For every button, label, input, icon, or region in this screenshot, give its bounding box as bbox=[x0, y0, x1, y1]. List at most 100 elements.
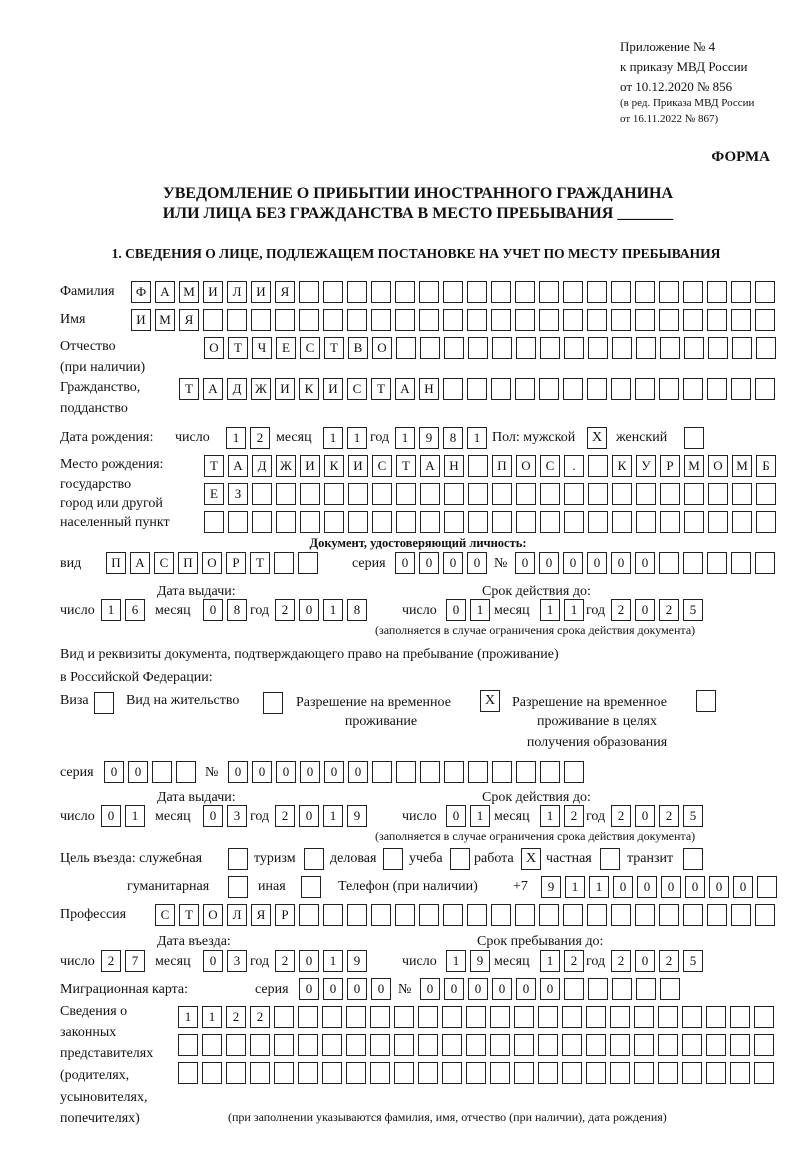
char-box[interactable] bbox=[611, 378, 631, 400]
char-box[interactable]: 0 bbox=[516, 978, 536, 1000]
char-box[interactable] bbox=[636, 978, 656, 1000]
char-box[interactable] bbox=[347, 904, 367, 926]
char-box[interactable] bbox=[659, 378, 679, 400]
char-box[interactable]: 0 bbox=[323, 978, 343, 1000]
char-box[interactable] bbox=[515, 309, 535, 331]
char-box[interactable] bbox=[514, 1006, 534, 1028]
char-box[interactable]: 0 bbox=[348, 761, 368, 783]
char-box[interactable]: 1 bbox=[347, 427, 367, 449]
char-box[interactable] bbox=[298, 552, 318, 574]
char-box[interactable]: О bbox=[203, 904, 223, 926]
char-box[interactable]: С bbox=[154, 552, 174, 574]
char-box[interactable] bbox=[347, 281, 367, 303]
char-box[interactable]: 1 bbox=[323, 427, 343, 449]
char-box[interactable]: 0 bbox=[444, 978, 464, 1000]
char-box[interactable] bbox=[324, 511, 344, 533]
char-box[interactable]: 9 bbox=[347, 805, 367, 827]
char-box[interactable] bbox=[276, 483, 296, 505]
char-box[interactable] bbox=[490, 1034, 510, 1056]
char-box[interactable]: 2 bbox=[250, 1006, 270, 1028]
char-box[interactable] bbox=[658, 1006, 678, 1028]
char-box[interactable] bbox=[754, 1062, 774, 1084]
char-box[interactable]: 0 bbox=[446, 805, 466, 827]
char-box[interactable] bbox=[588, 337, 608, 359]
char-box[interactable]: М bbox=[732, 455, 752, 477]
char-box[interactable] bbox=[634, 1034, 654, 1056]
char-box[interactable] bbox=[660, 483, 680, 505]
char-box[interactable] bbox=[346, 1062, 366, 1084]
char-box[interactable] bbox=[443, 309, 463, 331]
char-box[interactable] bbox=[372, 761, 392, 783]
char-box[interactable] bbox=[252, 483, 272, 505]
char-box[interactable]: 0 bbox=[276, 761, 296, 783]
char-box[interactable]: С bbox=[540, 455, 560, 477]
char-box[interactable] bbox=[176, 761, 196, 783]
char-box[interactable]: О bbox=[204, 337, 224, 359]
char-box[interactable] bbox=[202, 1034, 222, 1056]
char-box[interactable]: 0 bbox=[685, 876, 705, 898]
char-box[interactable] bbox=[682, 1034, 702, 1056]
purpose-private-checkbox[interactable] bbox=[600, 848, 620, 870]
char-box[interactable]: 0 bbox=[661, 876, 681, 898]
char-box[interactable] bbox=[564, 978, 584, 1000]
char-box[interactable]: О bbox=[516, 455, 536, 477]
char-box[interactable]: Я bbox=[275, 281, 295, 303]
char-box[interactable] bbox=[514, 1034, 534, 1056]
char-box[interactable] bbox=[586, 1062, 606, 1084]
char-box[interactable] bbox=[659, 281, 679, 303]
char-box[interactable]: 1 bbox=[565, 876, 585, 898]
char-box[interactable] bbox=[443, 904, 463, 926]
char-box[interactable]: 1 bbox=[226, 427, 246, 449]
char-box[interactable] bbox=[395, 281, 415, 303]
char-box[interactable] bbox=[442, 1006, 462, 1028]
char-box[interactable]: 0 bbox=[299, 978, 319, 1000]
purpose-humanitarian-checkbox[interactable] bbox=[228, 876, 248, 898]
char-box[interactable] bbox=[516, 483, 536, 505]
char-box[interactable] bbox=[394, 1062, 414, 1084]
char-box[interactable] bbox=[274, 552, 294, 574]
char-box[interactable] bbox=[708, 511, 728, 533]
char-box[interactable] bbox=[731, 281, 751, 303]
char-box[interactable] bbox=[516, 761, 536, 783]
char-box[interactable]: Ф bbox=[131, 281, 151, 303]
char-box[interactable] bbox=[540, 337, 560, 359]
char-box[interactable]: К bbox=[612, 455, 632, 477]
char-box[interactable]: О bbox=[202, 552, 222, 574]
char-box[interactable] bbox=[323, 904, 343, 926]
char-box[interactable]: С bbox=[347, 378, 367, 400]
char-box[interactable] bbox=[346, 1034, 366, 1056]
char-box[interactable] bbox=[491, 378, 511, 400]
char-box[interactable] bbox=[611, 904, 631, 926]
char-box[interactable] bbox=[732, 511, 752, 533]
char-box[interactable]: 1 bbox=[589, 876, 609, 898]
char-box[interactable] bbox=[659, 904, 679, 926]
char-box[interactable] bbox=[298, 1062, 318, 1084]
char-box[interactable] bbox=[226, 1034, 246, 1056]
char-box[interactable] bbox=[444, 761, 464, 783]
char-box[interactable] bbox=[370, 1006, 390, 1028]
char-box[interactable]: 1 bbox=[323, 805, 343, 827]
char-box[interactable]: 0 bbox=[635, 950, 655, 972]
char-box[interactable] bbox=[396, 337, 416, 359]
edu-residence-checkbox[interactable] bbox=[696, 690, 716, 712]
char-box[interactable]: 9 bbox=[347, 950, 367, 972]
char-box[interactable]: Ч bbox=[252, 337, 272, 359]
char-box[interactable] bbox=[324, 483, 344, 505]
char-box[interactable]: 5 bbox=[683, 805, 703, 827]
char-box[interactable] bbox=[658, 1062, 678, 1084]
char-box[interactable] bbox=[706, 1034, 726, 1056]
char-box[interactable] bbox=[588, 978, 608, 1000]
char-box[interactable] bbox=[348, 483, 368, 505]
char-box[interactable]: 0 bbox=[563, 552, 583, 574]
char-box[interactable]: 0 bbox=[420, 978, 440, 1000]
char-box[interactable] bbox=[707, 552, 727, 574]
char-box[interactable] bbox=[586, 1034, 606, 1056]
char-box[interactable]: 2 bbox=[659, 805, 679, 827]
char-box[interactable]: С bbox=[300, 337, 320, 359]
char-box[interactable] bbox=[228, 511, 248, 533]
char-box[interactable] bbox=[515, 378, 535, 400]
char-box[interactable] bbox=[755, 904, 775, 926]
char-box[interactable] bbox=[612, 511, 632, 533]
char-box[interactable]: А bbox=[130, 552, 150, 574]
char-box[interactable]: 9 bbox=[419, 427, 439, 449]
